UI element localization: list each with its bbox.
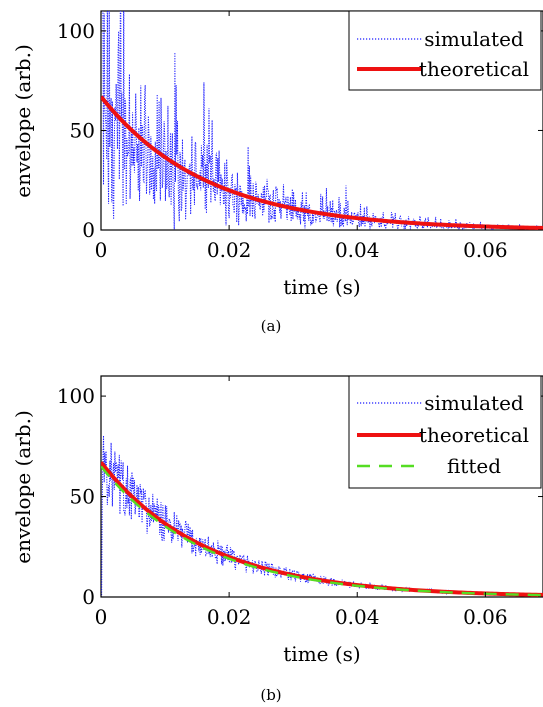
legend-label-theoretical-b: theoretical [419,423,529,447]
x-tick-label: 0.06 [463,238,508,262]
tick-group-a: 0 0.02 0.04 0.06 0 50 100 [57,11,543,262]
y-tick-label: 50 [70,118,95,142]
legend-label-simulated-b: simulated [424,391,524,415]
legend-box-b [348,375,542,489]
legend-label-fitted-b: fitted [447,454,501,478]
x-tick-label: 0.02 [207,238,252,262]
x-axis-label-b: time (s) [283,642,360,666]
series-line-fitted [101,465,543,597]
chart-panel-a: 0 0.02 0.04 0.06 0 50 100 time (s) envelope (a… [11,10,543,335]
y-tick-label: 0 [82,218,95,242]
legend-a: simulated theoretical [348,10,542,91]
series-line-theoretical [101,95,543,230]
plot-area-b [101,435,543,597]
y-tick-label: 50 [70,485,95,509]
x-tick-label: 0.02 [207,605,252,629]
y-axis-label-b: envelope (arb.) [11,410,35,564]
x-tick-label: 0 [95,605,108,629]
plot-frame-a [100,10,543,231]
plot-frame-b [100,375,543,598]
y-tick-label: 0 [82,585,95,609]
x-tick-label: 0.06 [463,605,508,629]
legend-label-theoretical-a: theoretical [419,57,529,81]
series-group-a [101,11,543,230]
series-group-b [101,435,543,597]
y-tick-label: 100 [57,19,95,43]
tick-group-b: 0 0.02 0.04 0.06 0 50 100 [57,376,543,629]
y-axis-label-a: envelope (arb.) [11,44,35,198]
legend-box-a [348,10,542,91]
caption-b: (b) [260,686,281,704]
caption-a: (a) [261,317,282,335]
legend-b: simulated theoretical fitted [348,375,542,489]
plot-area-a [101,11,543,230]
x-tick-label: 0.04 [335,605,380,629]
chart-panel-b: 0 0.02 0.04 0.06 0 50 100 time (s) envelope (a… [11,375,543,704]
x-axis-label-a: time (s) [283,275,360,299]
legend-label-simulated-a: simulated [424,27,524,51]
y-tick-label: 100 [57,384,95,408]
x-tick-label: 0 [95,238,108,262]
x-tick-label: 0.04 [335,238,380,262]
